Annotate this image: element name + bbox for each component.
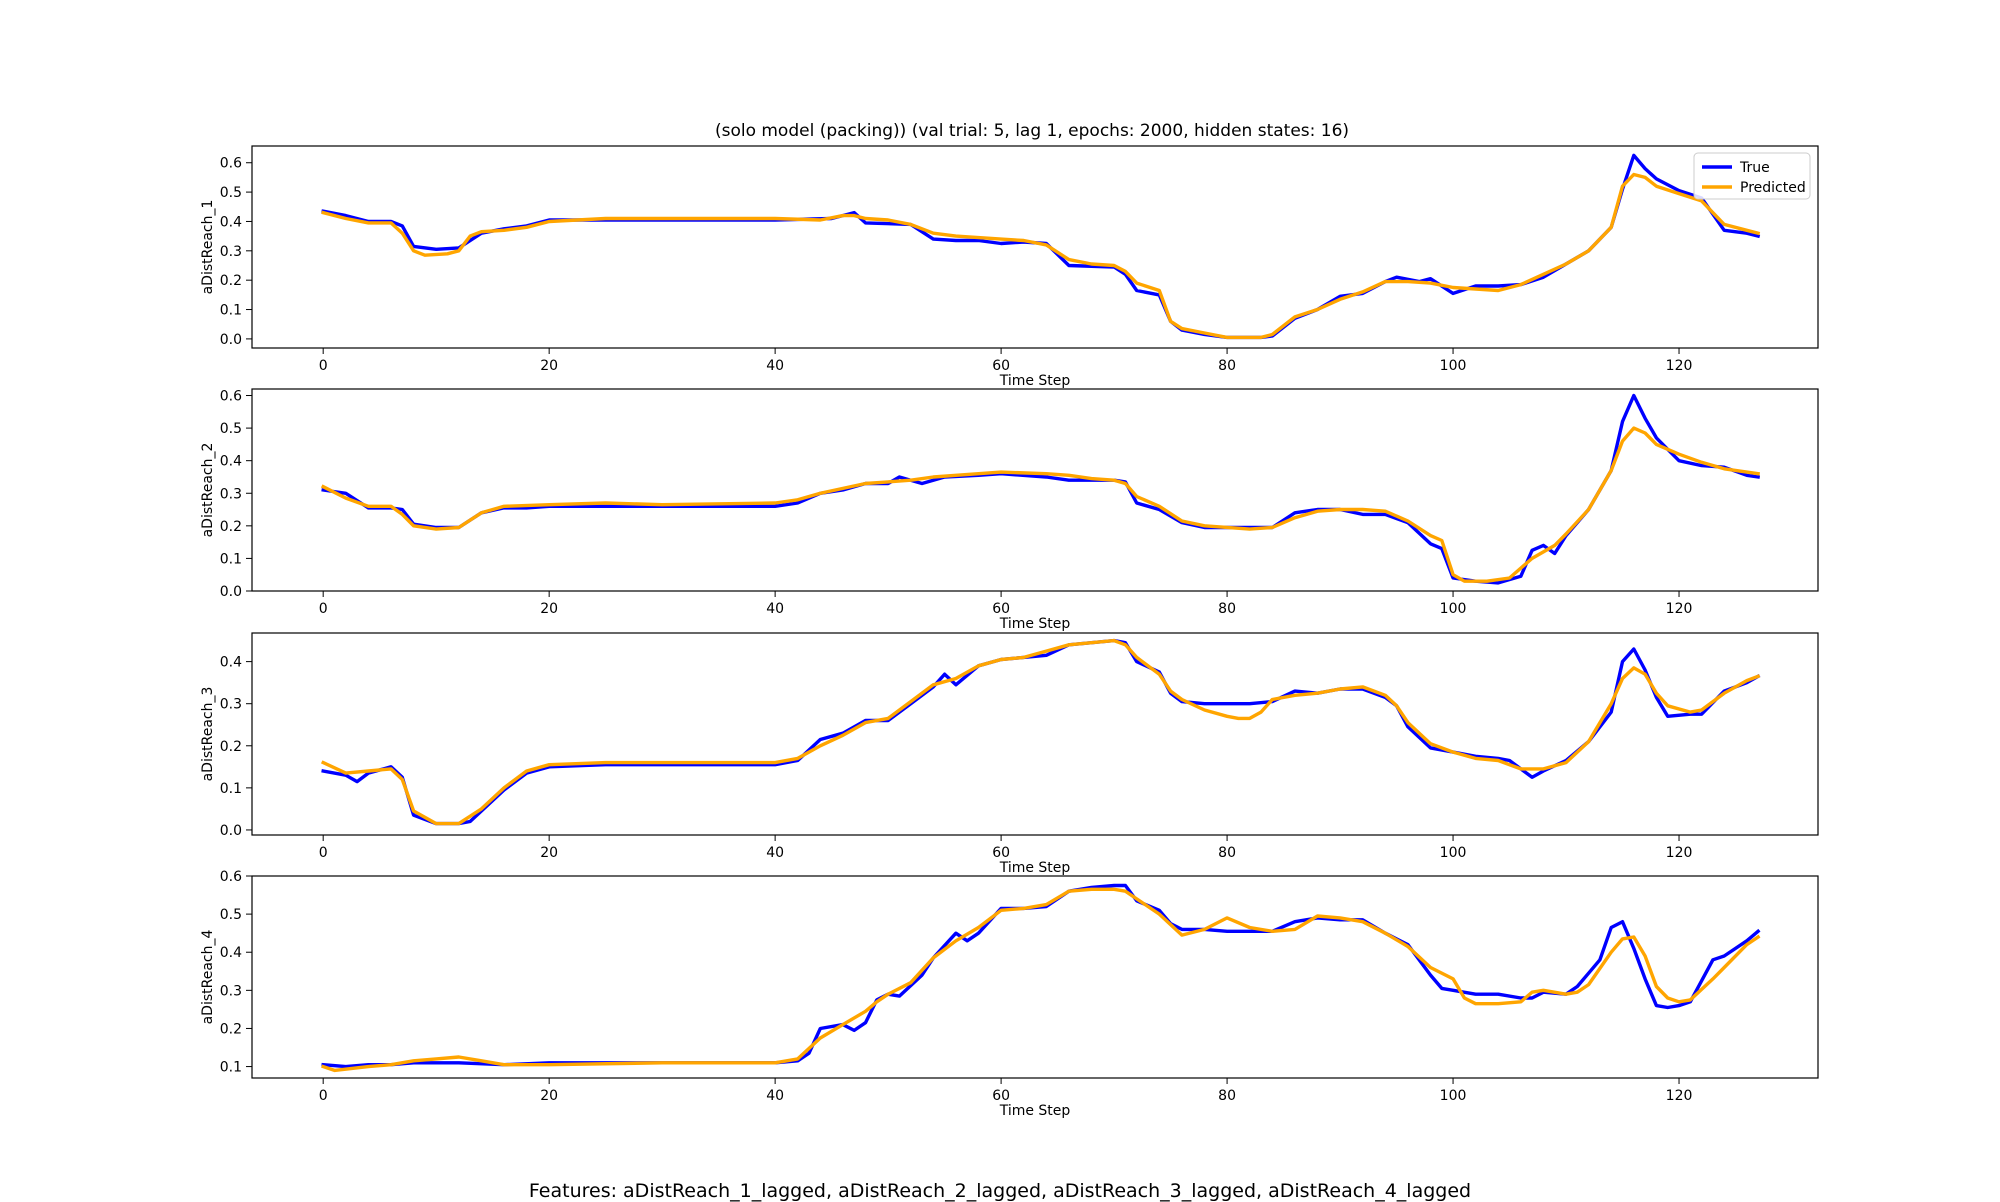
x-tick-label: 60 xyxy=(992,845,1010,861)
figure-title: (solo model (packing)) (val trial: 5, la… xyxy=(715,121,1349,141)
y-tick-label: 0.0 xyxy=(220,332,242,348)
y-tick-label: 0.2 xyxy=(220,1021,242,1037)
y-axis-label: aDistReach_3 xyxy=(200,687,216,782)
x-tick-label: 100 xyxy=(1440,845,1467,861)
y-tick-label: 0.4 xyxy=(220,214,242,230)
y-tick-label: 0.2 xyxy=(220,739,242,755)
x-tick-label: 100 xyxy=(1440,358,1467,374)
y-tick-label: 0.1 xyxy=(220,1060,242,1076)
y-axis-label: aDistReach_4 xyxy=(200,930,216,1025)
subplots: 0 20 40 60 80 100 120 0.0 0.1 0.2 0.3 0.4 0.5 0.6 Time… xyxy=(200,145,1819,1119)
x-tick-label: 40 xyxy=(766,358,784,374)
axes-frame xyxy=(251,632,1819,836)
x-tick-label: 120 xyxy=(1666,358,1693,374)
x-axis-label: Time Step xyxy=(999,860,1071,876)
series-line-predicted xyxy=(321,887,1761,1073)
x-tick-label: 20 xyxy=(540,1088,558,1104)
y-tick-label: 0.5 xyxy=(220,907,242,923)
y-tick-label: 0.3 xyxy=(220,983,242,999)
series-line-predicted xyxy=(320,426,1761,583)
subplot-3: 0 20 40 60 80 100 120 0.0 0.1 0.2 0.3 0.4 Time Step a… xyxy=(200,632,1819,876)
x-tick-label: 40 xyxy=(766,1088,784,1104)
series-line-true xyxy=(321,883,1761,1069)
y-tick-label: 0.2 xyxy=(220,519,242,535)
y-tick-label: 0.0 xyxy=(220,823,242,839)
axes-frame xyxy=(251,388,1819,592)
axes-frame xyxy=(251,145,1819,349)
x-tick-label: 120 xyxy=(1666,1088,1693,1104)
x-tick-label: 120 xyxy=(1666,601,1693,617)
x-axis-label: Time Step xyxy=(999,373,1071,389)
x-tick-label: 60 xyxy=(992,1088,1010,1104)
x-tick-label: 20 xyxy=(540,845,558,861)
y-tick-label: 0.5 xyxy=(220,421,242,437)
y-tick-label: 0.4 xyxy=(220,454,242,470)
x-tick-label: 80 xyxy=(1218,358,1236,374)
x-tick-label: 0 xyxy=(319,845,328,861)
legend-label-true: True xyxy=(1739,160,1770,176)
legend-label-predicted: Predicted xyxy=(1740,180,1806,196)
x-tick-label: 120 xyxy=(1666,845,1693,861)
x-tick-label: 80 xyxy=(1218,601,1236,617)
series-line-true xyxy=(321,393,1761,585)
series-line-predicted xyxy=(320,638,1761,826)
y-tick-label: 0.5 xyxy=(220,185,242,201)
y-tick-label: 0.6 xyxy=(220,389,242,405)
subplot-1: 0 20 40 60 80 100 120 0.0 0.1 0.2 0.3 0.4 0.5 0.6 Time… xyxy=(200,145,1819,389)
x-tick-label: 80 xyxy=(1218,1088,1236,1104)
subplot-2: 0 20 40 60 80 100 120 0.0 0.1 0.2 0.3 0.4 0.5 0.6 Time… xyxy=(200,388,1819,632)
series-line-predicted xyxy=(321,172,1761,340)
x-tick-label: 60 xyxy=(992,358,1010,374)
x-tick-label: 0 xyxy=(319,358,328,374)
x-tick-label: 20 xyxy=(540,601,558,617)
series-line-true xyxy=(321,638,1761,826)
y-tick-label: 0.1 xyxy=(220,781,242,797)
x-axis-label: Time Step xyxy=(999,616,1071,632)
x-tick-label: 0 xyxy=(319,1088,328,1104)
figure-caption: Features: aDistReach_1_lagged, aDistReac… xyxy=(528,1180,1472,1202)
y-tick-label: 0.1 xyxy=(220,551,242,567)
x-axis-label: Time Step xyxy=(999,1103,1071,1119)
y-axis-label: aDistReach_1 xyxy=(200,200,216,295)
series-line-true xyxy=(321,153,1761,340)
x-tick-label: 40 xyxy=(766,845,784,861)
x-tick-label: 40 xyxy=(766,601,784,617)
y-tick-label: 0.2 xyxy=(220,273,242,289)
x-tick-label: 0 xyxy=(319,601,328,617)
axes-frame xyxy=(251,875,1819,1079)
y-tick-label: 0.1 xyxy=(220,303,242,319)
y-tick-label: 0.0 xyxy=(220,584,242,600)
y-tick-label: 0.3 xyxy=(220,244,242,260)
x-tick-label: 100 xyxy=(1440,1088,1467,1104)
y-tick-label: 0.4 xyxy=(220,945,242,961)
x-tick-label: 100 xyxy=(1440,601,1467,617)
x-tick-label: 80 xyxy=(1218,845,1236,861)
y-tick-label: 0.6 xyxy=(220,869,242,885)
x-tick-label: 60 xyxy=(992,601,1010,617)
y-axis-label: aDistReach_2 xyxy=(200,443,216,538)
y-tick-label: 0.3 xyxy=(220,486,242,502)
subplot-4: 0 20 40 60 80 100 120 0.1 0.2 0.3 0.4 0.5 0.6 Time St… xyxy=(200,869,1819,1119)
y-tick-label: 0.4 xyxy=(220,655,242,671)
y-tick-label: 0.3 xyxy=(220,697,242,713)
y-tick-label: 0.6 xyxy=(220,156,242,172)
legend: True Predicted xyxy=(1693,152,1811,200)
x-tick-label: 20 xyxy=(540,358,558,374)
